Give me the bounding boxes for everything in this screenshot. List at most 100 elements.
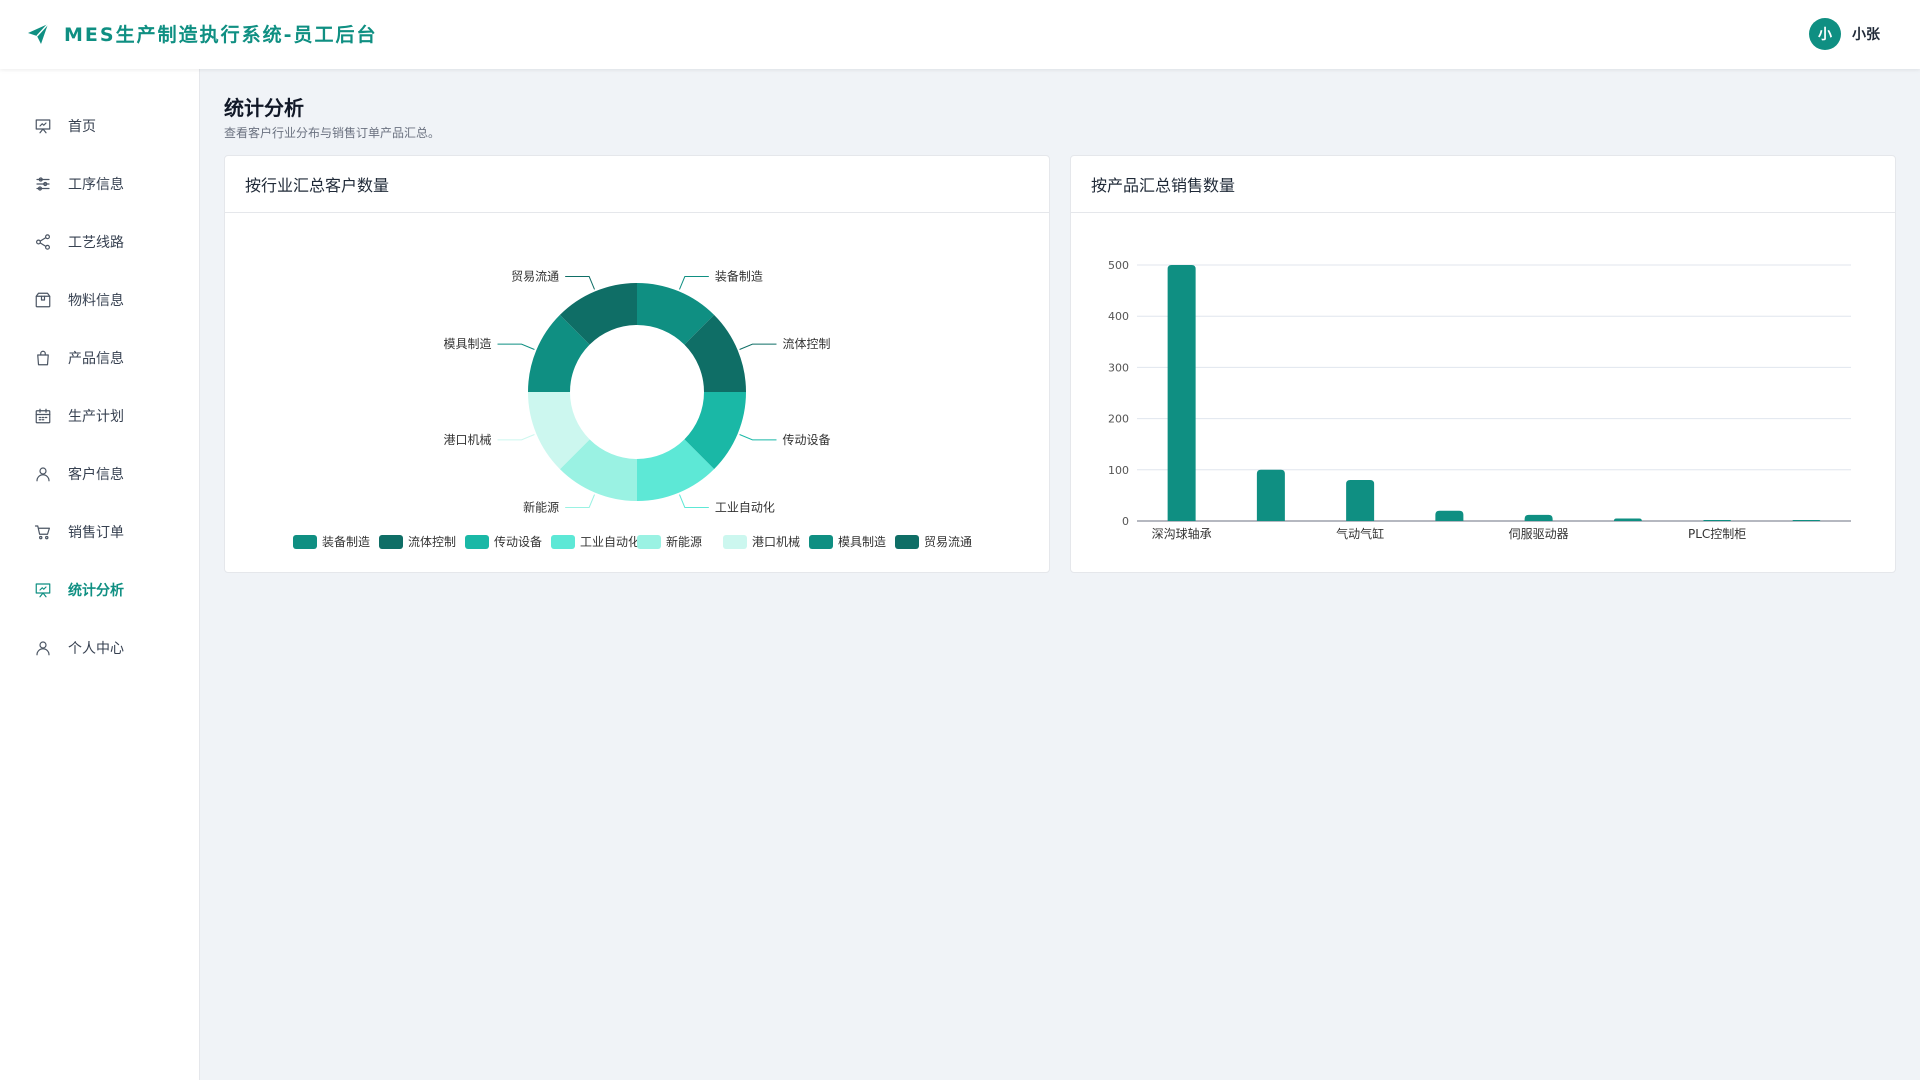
sidebar-item-home[interactable]: 首页 xyxy=(0,97,199,155)
legend-swatch[interactable] xyxy=(551,535,575,549)
sidebar-item-label: 首页 xyxy=(68,119,96,135)
sliders-icon xyxy=(36,177,50,191)
donut-slice[interactable] xyxy=(528,314,590,392)
x-tick-label: 深沟球轴承 xyxy=(1152,526,1212,541)
slice-label: 装备制造 xyxy=(715,270,763,284)
bar[interactable] xyxy=(1613,518,1642,521)
brand[interactable]: MES生产制造执行系统-员工后台 xyxy=(26,20,377,47)
bar[interactable] xyxy=(1703,519,1732,521)
sidebar-item-sales-order[interactable]: 销售订单 xyxy=(0,503,199,561)
card-body: 0 100 200 300 400 500 深沟球轴承 气动气缸 伺服驱动器 PLC控制柜 xyxy=(1071,213,1895,572)
sidebar-item-label: 工序信息 xyxy=(68,177,124,193)
slice-label: 模具制造 xyxy=(443,337,491,351)
slice-label-line xyxy=(679,494,709,508)
legend-swatch[interactable] xyxy=(379,535,403,549)
y-tick-label: 100 xyxy=(1108,464,1129,477)
industry-chart-card: 按行业汇总客户数量 装备制造 流体控制 传动设备 工业自动化 新能源 港口机械 模具制造 贸易… xyxy=(224,155,1050,573)
sidebar-item-process[interactable]: 工序信息 xyxy=(0,155,199,213)
sidebar-item-route[interactable]: 工艺线路 xyxy=(0,213,199,271)
y-tick-label: 500 xyxy=(1108,259,1129,272)
card-title: 按产品汇总销售数量 xyxy=(1091,176,1236,195)
package-icon xyxy=(35,292,51,308)
slice-label: 工业自动化 xyxy=(715,500,775,514)
legend-label[interactable]: 工业自动化 xyxy=(580,535,640,549)
user-icon xyxy=(36,641,50,656)
donut-slice[interactable] xyxy=(528,392,590,470)
page-subtitle: 查看客户行业分布与销售订单产品汇总。 xyxy=(224,126,441,140)
slice-label-line xyxy=(565,494,595,508)
slice-label-line xyxy=(565,276,595,290)
donut-slice[interactable] xyxy=(684,392,746,470)
page-title: 统计分析 xyxy=(224,96,304,120)
presentation-icon xyxy=(35,583,51,598)
legend-label[interactable]: 模具制造 xyxy=(838,535,886,549)
sidebar-item-label: 工艺线路 xyxy=(68,235,124,251)
legend-label[interactable]: 传动设备 xyxy=(494,534,542,549)
sidebar-item-label: 产品信息 xyxy=(68,351,124,367)
y-tick-label: 0 xyxy=(1122,515,1129,528)
slice-label: 新能源 xyxy=(523,499,559,514)
sidebar-item-label: 物料信息 xyxy=(68,293,124,309)
user-icon xyxy=(36,467,50,482)
presentation-icon xyxy=(35,119,51,134)
slice-label: 贸易流通 xyxy=(511,270,559,284)
sidebar: 首页 工序信息 工艺线路 物料信息 产品信息 生产计划 客户信息 销售订单 xyxy=(0,69,200,1080)
sidebar-item-material[interactable]: 物料信息 xyxy=(0,271,199,329)
donut-slice[interactable] xyxy=(559,439,637,501)
sidebar-item-product[interactable]: 产品信息 xyxy=(0,329,199,387)
avatar[interactable]: 小 xyxy=(1809,18,1841,50)
bar[interactable] xyxy=(1167,265,1196,521)
bar[interactable] xyxy=(1435,510,1464,521)
slice-label-line xyxy=(679,276,709,290)
bar[interactable] xyxy=(1256,469,1285,521)
top-header: MES生产制造执行系统-员工后台 小 小张 xyxy=(0,0,1920,69)
bar[interactable] xyxy=(1524,514,1553,521)
app-title: MES生产制造执行系统-员工后台 xyxy=(64,24,378,46)
donut-slice[interactable] xyxy=(684,314,746,392)
y-tick-label: 400 xyxy=(1108,310,1129,323)
legend-swatch[interactable] xyxy=(637,535,661,549)
slice-label: 流体控制 xyxy=(782,337,830,351)
slice-label-line xyxy=(739,343,777,350)
paper-plane-icon xyxy=(28,23,49,44)
legend-label[interactable]: 贸易流通 xyxy=(924,535,972,549)
share-icon xyxy=(36,234,50,250)
card-header: 按行业汇总客户数量 xyxy=(225,156,1049,213)
sidebar-item-label: 统计分析 xyxy=(68,583,124,599)
user-menu[interactable]: 小 小张 xyxy=(1809,18,1880,50)
donut-slice[interactable] xyxy=(637,283,715,345)
product-bar-chart[interactable]: 0 100 200 300 400 500 深沟球轴承 气动气缸 伺服驱动器 PLC控制柜 xyxy=(1071,213,1895,572)
donut-slice[interactable] xyxy=(637,439,715,501)
slice-label-line xyxy=(497,343,535,350)
legend-label[interactable]: 新能源 xyxy=(666,534,702,549)
product-chart-card: 按产品汇总销售数量 0 100 200 300 400 500 深沟球轴承 气动气缸 伺服驱动器… xyxy=(1070,155,1896,573)
user-name[interactable]: 小张 xyxy=(1852,27,1880,43)
x-tick-label: PLC控制柜 xyxy=(1688,527,1746,541)
shopping-bag-icon xyxy=(37,350,49,366)
cart-icon xyxy=(34,525,50,540)
sidebar-item-profile[interactable]: 个人中心 xyxy=(0,619,199,677)
legend-label[interactable]: 装备制造 xyxy=(322,535,370,549)
legend-label[interactable]: 港口机械 xyxy=(752,534,800,549)
y-tick-label: 200 xyxy=(1108,413,1129,426)
legend-swatch[interactable] xyxy=(723,535,747,549)
sidebar-item-label: 生产计划 xyxy=(68,409,124,425)
sidebar-nav: 首页 工序信息 工艺线路 物料信息 产品信息 生产计划 客户信息 销售订单 xyxy=(0,69,199,677)
x-tick-label: 气动气缸 xyxy=(1336,526,1384,541)
legend-swatch[interactable] xyxy=(809,535,833,549)
donut-slice[interactable] xyxy=(559,283,637,345)
slice-label-line xyxy=(739,434,777,441)
x-tick-label: 伺服驱动器 xyxy=(1509,527,1569,541)
legend-label[interactable]: 流体控制 xyxy=(408,535,456,549)
sidebar-item-plan[interactable]: 生产计划 xyxy=(0,387,199,445)
sidebar-item-customer[interactable]: 客户信息 xyxy=(0,445,199,503)
legend-swatch[interactable] xyxy=(465,535,489,549)
bar[interactable] xyxy=(1792,520,1821,521)
card-header: 按产品汇总销售数量 xyxy=(1071,156,1895,213)
legend-swatch[interactable] xyxy=(895,535,919,549)
sidebar-item-label: 销售订单 xyxy=(68,525,124,541)
legend-swatch[interactable] xyxy=(293,535,317,549)
bar[interactable] xyxy=(1346,480,1375,521)
sidebar-item-statistics[interactable]: 统计分析 xyxy=(0,561,199,619)
